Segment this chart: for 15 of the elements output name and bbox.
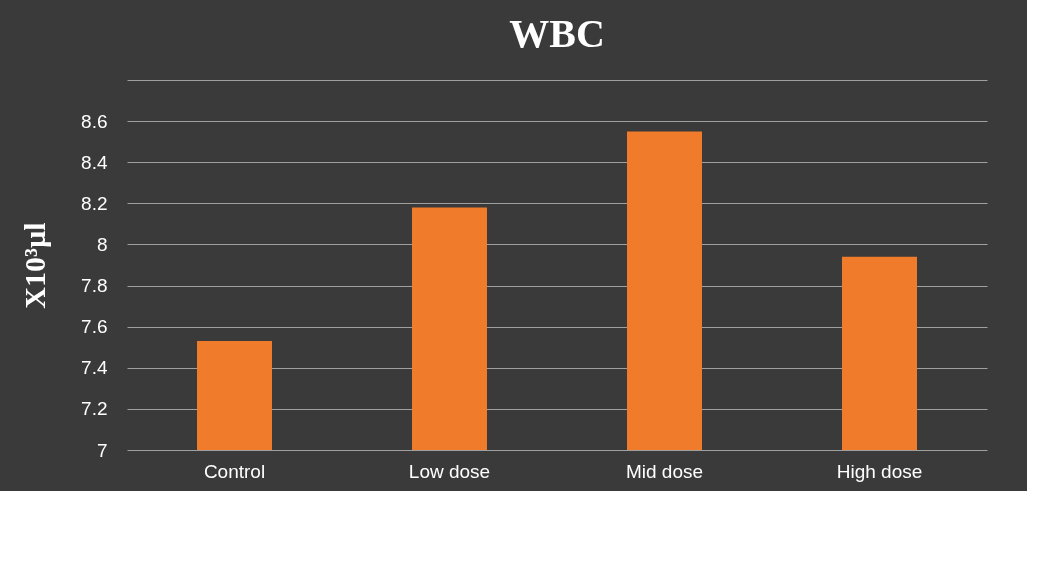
x-tick-label: Low dose: [408, 460, 491, 482]
y-tick-label: 8.4: [81, 151, 108, 173]
chart-title: WBC: [509, 11, 605, 56]
y-tick-label: 8.2: [81, 192, 108, 214]
x-tick-label: Mid dose: [625, 460, 704, 482]
y-tick-label: 7: [96, 439, 108, 461]
y-tick-label: 7.4: [81, 357, 108, 379]
y-tick-label: 7.2: [81, 398, 108, 420]
x-tick-label: High dose: [836, 460, 923, 482]
x-tick-label: Control: [203, 460, 266, 482]
y-tick-label: 7.8: [81, 275, 108, 297]
y-tick-label: 7.6: [81, 316, 108, 338]
y-tick-label: 8: [96, 233, 108, 255]
y-axis-title: X10³µl: [18, 222, 52, 309]
y-tick-label: 8.6: [81, 110, 108, 132]
